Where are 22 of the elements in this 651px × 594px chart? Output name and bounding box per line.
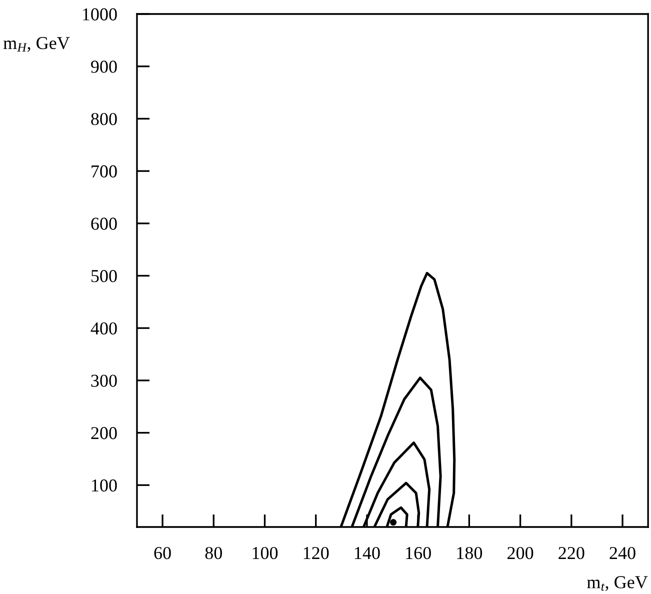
x-tick-label: 220 xyxy=(558,546,584,560)
x-tick-label: 100 xyxy=(252,546,278,560)
y-tick-label: 900 xyxy=(91,60,117,73)
y-tick-label: 600 xyxy=(91,218,117,230)
y-tick-label: 700 xyxy=(92,165,117,178)
x-axis-title: m$_{t}$, GeV xyxy=(587,576,648,591)
y-tick-label: 200 xyxy=(91,427,117,440)
y-tick-label: 100 xyxy=(92,479,117,492)
y-tick-label: 300 xyxy=(91,374,117,387)
y-axis-title: m$_{H}$, GeV xyxy=(3,37,70,52)
x-tick-label: 180 xyxy=(457,546,482,560)
y-tick-label: 500 xyxy=(91,270,117,282)
x-tick-label: 80 xyxy=(205,546,222,560)
x-tick-label: 120 xyxy=(304,546,329,560)
x-tick-label: 240 xyxy=(610,546,636,560)
y-tick-label: 400 xyxy=(90,322,117,335)
x-tick-label: 160 xyxy=(406,546,431,560)
y-tick-label: 1000 xyxy=(83,8,117,20)
x-tick-label: 140 xyxy=(355,546,380,560)
y-tick-label: 800 xyxy=(91,112,117,126)
x-tick-label: 60 xyxy=(154,546,171,560)
x-tick-label: 200 xyxy=(508,546,534,560)
